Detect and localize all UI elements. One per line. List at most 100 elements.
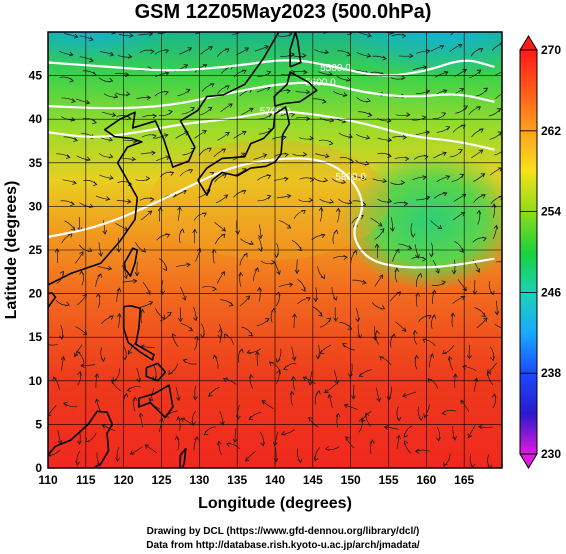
streamline-arrow (73, 33, 79, 39)
streamline-arrow (54, 248, 60, 253)
credit-line-2: Data from http://database.rish.kyoto-u.a… (146, 540, 420, 551)
streamline (213, 148, 226, 158)
streamline-arrow (346, 76, 351, 82)
streamline-arrow (127, 350, 133, 355)
streamline-arrow (254, 267, 259, 272)
coastline-segment (197, 106, 291, 196)
streamline-arrow (402, 393, 407, 398)
streamline (296, 259, 298, 274)
streamline-arrow (451, 270, 457, 275)
streamline-arrow (228, 301, 234, 307)
streamline-arrow (417, 272, 423, 278)
streamline-arrow (292, 313, 297, 318)
streamline-arrow (342, 92, 348, 97)
streamline-arrow (396, 434, 401, 440)
y-tick-label: 0 (35, 461, 42, 475)
streamline-arrow (151, 150, 156, 156)
streamline-arrow (148, 397, 154, 403)
streamline (473, 173, 485, 182)
streamline (219, 411, 224, 425)
streamline (328, 394, 333, 409)
streamline-arrow (431, 289, 437, 294)
streamline-arrow (351, 395, 356, 400)
streamline (121, 264, 127, 279)
streamline-arrow (412, 329, 418, 335)
streamline (122, 280, 137, 283)
streamline-arrow (394, 267, 400, 272)
streamline-arrow (335, 207, 341, 213)
y-axis-label: Latitude (degrees) (3, 181, 20, 320)
streamline (468, 344, 471, 359)
streamline-arrow (374, 243, 380, 248)
streamline-arrow (123, 274, 128, 280)
streamline-arrow (496, 108, 502, 113)
streamline-arrow (127, 54, 133, 59)
coastline-segment (122, 305, 155, 361)
streamline-arrow (407, 245, 413, 250)
streamline (74, 344, 83, 357)
streamline-arrow (427, 314, 432, 320)
colorbar-top-arrow (519, 35, 538, 51)
streamline-arrow (248, 107, 254, 113)
streamline-arrow (235, 415, 241, 420)
streamline-arrow (503, 327, 507, 331)
streamline (157, 32, 168, 35)
y-tick-label: 20 (29, 287, 43, 301)
streamline (140, 210, 152, 221)
streamline-arrow (257, 286, 262, 292)
streamline (254, 45, 269, 52)
streamline-arrow (361, 176, 367, 181)
streamline (239, 295, 250, 307)
x-tick-label: 120 (114, 473, 134, 487)
streamline-arrow (184, 131, 189, 136)
streamline-arrow (74, 352, 79, 358)
streamline-arrow (223, 194, 229, 199)
streamline-arrow (367, 112, 373, 117)
streamline-arrow (427, 378, 433, 383)
streamline-arrow (347, 32, 353, 36)
streamline-arrow (207, 106, 213, 112)
streamline-arrow (88, 203, 94, 209)
streamline-arrow (92, 119, 97, 125)
streamline-arrow (379, 356, 384, 361)
streamline-arrow (365, 134, 371, 140)
streamline (452, 426, 456, 441)
streamline-arrow (76, 440, 82, 445)
coastline-segment (179, 448, 187, 468)
streamline-arrow (220, 233, 226, 239)
streamline (99, 51, 114, 56)
streamline-arrow (294, 269, 300, 275)
y-tick-label: 15 (29, 330, 43, 344)
streamline (95, 195, 110, 200)
streamline-arrow (443, 71, 449, 76)
streamline-arrow (476, 209, 482, 215)
x-tick-label: 125 (151, 473, 171, 487)
streamline-arrow (286, 224, 292, 229)
streamline (315, 153, 329, 157)
streamline-arrow (483, 317, 488, 322)
streamline-arrow (377, 222, 383, 227)
streamline (412, 66, 427, 71)
streamline-arrow (77, 370, 82, 376)
streamline-arrow (286, 88, 291, 94)
streamline-arrow (202, 64, 208, 69)
contour-label: 5500.0 (320, 63, 351, 74)
streamline (218, 441, 222, 456)
streamline-arrow (105, 196, 111, 201)
streamline-arrow (320, 233, 326, 239)
streamline (292, 376, 296, 391)
streamline-arrow (222, 173, 227, 179)
streamline-arrow (190, 107, 195, 112)
streamline-arrow (441, 112, 447, 117)
streamline-arrow (249, 240, 254, 246)
streamline-arrow (129, 450, 135, 455)
streamline-arrow (68, 51, 74, 57)
streamline-arrow (134, 272, 140, 277)
streamline (374, 274, 383, 287)
streamline-arrow (405, 156, 410, 162)
streamline-arrow (367, 32, 372, 38)
streamline (136, 96, 151, 100)
streamline-arrow (442, 349, 447, 355)
streamline (256, 86, 271, 93)
streamline-arrow (318, 312, 323, 317)
